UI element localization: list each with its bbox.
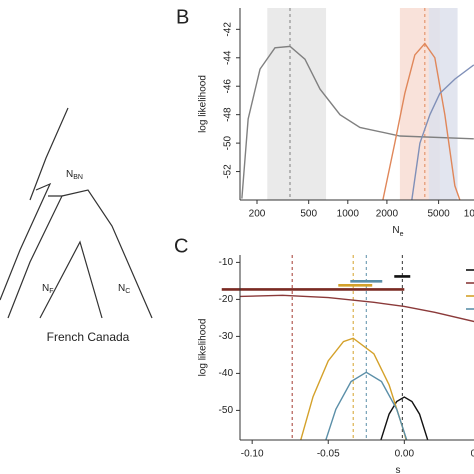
- likelihood-curve: [300, 337, 407, 440]
- y-tick-label: -30: [219, 331, 234, 342]
- panel-label: C: [174, 235, 188, 257]
- tree-diagram: NBN NF NC French Canada: [0, 107, 153, 344]
- node-label-main: N: [118, 283, 125, 294]
- y-tick-label: -52: [223, 164, 234, 179]
- plot-area: [241, 8, 474, 200]
- y-tick-label: -50: [223, 135, 234, 150]
- likelihood-curve: [241, 45, 474, 199]
- node-label-sub: BN: [73, 174, 83, 181]
- caption: French Canada: [47, 330, 130, 344]
- tree-branch: [29, 107, 69, 201]
- likelihood-curve: [411, 64, 474, 200]
- node-label-sub: C: [125, 288, 130, 295]
- x-tick-label: 0.05: [471, 449, 474, 460]
- x-tick-label: -0.10: [241, 449, 264, 460]
- x-tick-label: 1000: [337, 209, 360, 220]
- chart: B -52 -50 -48 -46 -44 -42 200 500 1000 2000 5000 100…: [176, 6, 474, 238]
- likelihood-curve: [240, 294, 474, 323]
- node-label-main: N: [66, 169, 73, 180]
- y-tick-label: -46: [223, 79, 234, 94]
- node-label: NBN: [66, 169, 83, 181]
- tree-branch: [7, 195, 63, 319]
- likelihood-curve: [325, 371, 408, 440]
- y-tick-label: -50: [219, 405, 234, 416]
- x-tick-label: -0.05: [317, 449, 340, 460]
- y-axis-label: log likelihood: [198, 75, 209, 133]
- panel-label: B: [176, 6, 189, 28]
- node-label: NF: [42, 283, 54, 295]
- y-axis-label: log likelihood: [198, 319, 209, 377]
- likelihood-curve: [380, 396, 429, 440]
- node-label-sub: F: [49, 288, 53, 295]
- x-tick-label: 0.00: [395, 449, 415, 460]
- x-axis-label-sub: e: [400, 231, 404, 238]
- y-tick-label: -20: [219, 294, 234, 305]
- x-axis-label-main: s: [396, 465, 401, 474]
- tree-branch: [61, 189, 153, 319]
- node-label-main: N: [42, 283, 49, 294]
- tree-branch: [39, 240, 103, 319]
- x-axis-label: s: [396, 465, 401, 474]
- x-axis-label: Ne: [392, 225, 403, 238]
- y-tick-label: -48: [223, 107, 234, 122]
- x-tick-label: 10000: [464, 209, 474, 220]
- likelihood-curve: [382, 42, 461, 200]
- node-label: NC: [118, 283, 130, 295]
- chart: C -50 -40 -30 -20 -10 -0.10 -0.05 0.00 0.05 log li…: [174, 235, 474, 474]
- x-tick-label: 200: [249, 209, 266, 220]
- y-tick-label: -42: [223, 22, 234, 37]
- y-tick-label: -44: [223, 50, 234, 65]
- x-tick-label: 2000: [376, 209, 399, 220]
- y-tick-label: -40: [219, 368, 234, 379]
- interval-band: [267, 8, 327, 200]
- tree-branch: [0, 182, 52, 301]
- y-tick-label: -10: [219, 257, 234, 268]
- x-tick-label: 5000: [427, 209, 450, 220]
- x-axis-label-main: N: [392, 225, 399, 236]
- x-tick-label: 500: [300, 209, 317, 220]
